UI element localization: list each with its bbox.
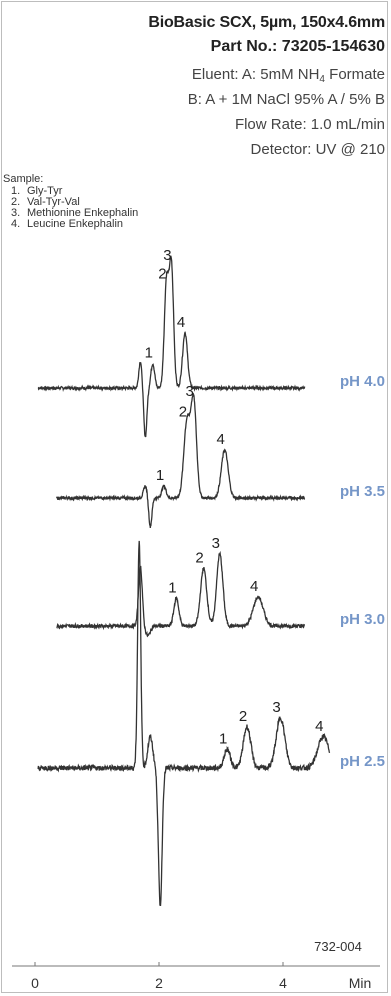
sample-item-name: Gly-Tyr — [27, 185, 63, 197]
sample-item-number: 1. — [11, 185, 21, 197]
peak-label: 2 — [179, 403, 187, 420]
peak-label: 3 — [186, 383, 194, 400]
sample-item: 2. Val-Tyr-Val — [11, 196, 80, 208]
part-number: Part No.: 73205-154630 — [210, 38, 385, 55]
column-title: BioBasic SCX, 5µm, 150x4.6mm — [148, 14, 385, 31]
sample-item: 4. Leucine Enkephalin — [11, 218, 123, 230]
peak-label: 4 — [315, 718, 323, 735]
sample-item: 3. Methionine Enkephalin — [11, 207, 138, 219]
trace-line — [37, 540, 331, 907]
peak-label: 4 — [177, 314, 185, 331]
eluent-a-suffix: Formate — [324, 66, 385, 83]
trace-line — [37, 255, 306, 438]
sample-item-name: Val-Tyr-Val — [27, 196, 80, 208]
sample-heading: Sample: — [3, 173, 44, 185]
ph-label: pH 2.5 — [340, 753, 385, 770]
peak-label: 1 — [156, 467, 164, 484]
ph-label: pH 3.5 — [340, 483, 385, 500]
peak-label: 4 — [217, 431, 225, 448]
eluent-a-prefix: Eluent: A: 5mM NH — [191, 66, 320, 83]
eluent-a: Eluent: A: 5mM NH4 Formate — [192, 66, 385, 85]
peak-label: 2 — [195, 549, 203, 566]
x-tick-label: 4 — [279, 975, 287, 991]
trace-ph-3-5: 1 2 3 4 pH 3.5 — [56, 383, 385, 528]
sample-item-number: 2. — [11, 196, 21, 208]
x-tick-label: 2 — [155, 975, 163, 991]
peak-label: 2 — [239, 708, 247, 725]
trace-line — [56, 392, 306, 528]
peak-label: 1 — [145, 345, 153, 362]
figure-code: 732-004 — [314, 939, 362, 954]
peak-label: 3 — [163, 247, 171, 264]
peak-label: 3 — [272, 699, 280, 716]
eluent-a-subscript: 4 — [319, 74, 325, 85]
trace-ph-3-0: 1 23 4 pH 3.0 — [56, 535, 385, 638]
sample-item-name: Leucine Enkephalin — [27, 218, 124, 230]
flow-rate: Flow Rate: 1.0 mL/min — [234, 116, 385, 133]
sample-item-number: 3. — [11, 207, 21, 219]
ph-label: pH 4.0 — [340, 373, 385, 390]
x-axis-label: Min — [349, 975, 372, 991]
detector: Detector: UV @ 210 — [250, 141, 385, 158]
peak-label: 2 — [158, 265, 166, 282]
eluent-b: B: A + 1M NaCl 95% A / 5% B — [187, 91, 385, 108]
ph-label: pH 3.0 — [340, 611, 385, 628]
peak-label: 3 — [212, 535, 220, 552]
peak-label: 1 — [219, 730, 227, 747]
sample-item: 1. Gly-Tyr — [11, 185, 62, 197]
peak-label: 4 — [250, 578, 258, 595]
sample-item-number: 4. — [11, 218, 21, 230]
x-tick-label: 0 — [31, 975, 39, 991]
trace-line — [56, 550, 306, 638]
time-axis: 0 2 4 — [12, 962, 380, 991]
sample-item-name: Methionine Enkephalin — [27, 207, 139, 219]
peak-label: 1 — [168, 579, 176, 596]
